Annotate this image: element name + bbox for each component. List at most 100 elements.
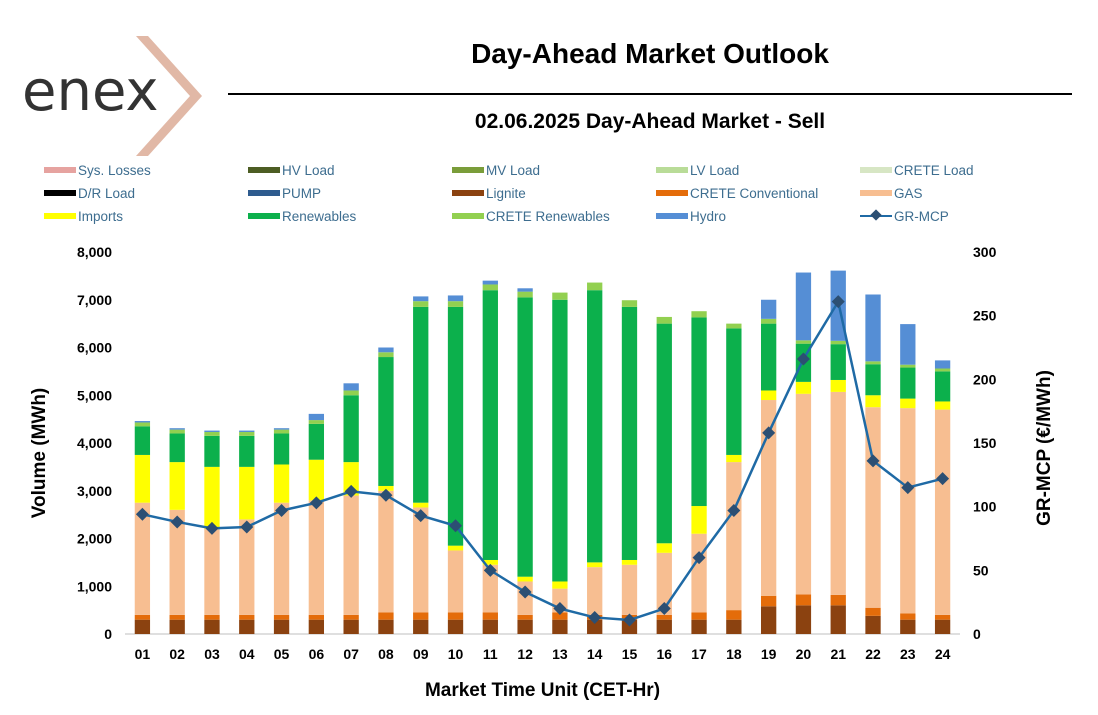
bar-hydro <box>378 347 394 353</box>
y-tick-label: 0 <box>104 626 112 642</box>
x-tick-label: 19 <box>761 646 777 662</box>
gr-mcp-point <box>275 503 289 517</box>
y2-tick-label: 200 <box>973 371 997 387</box>
bar-crete-conventional <box>795 594 812 606</box>
bar-renewables <box>517 297 533 577</box>
y2-tick-label: 100 <box>973 499 997 515</box>
bar-gas <box>169 509 185 615</box>
bar-crete-conventional <box>169 614 185 620</box>
bar-crete-renewables <box>517 291 533 298</box>
bar-renewables <box>900 367 916 399</box>
legend-item-lv-load: LV Load <box>656 160 739 180</box>
bar-crete-renewables <box>134 422 151 427</box>
bar-lignite <box>830 605 846 634</box>
bar-crete-conventional <box>552 612 568 620</box>
bar-renewables <box>552 299 568 582</box>
x-tick-label: 17 <box>691 646 707 662</box>
bar-crete-renewables <box>587 282 603 291</box>
legend-swatch <box>44 190 76 196</box>
bar-lignite <box>308 619 325 634</box>
chart-subtitle: 02.06.2025 Day-Ahead Market - Sell <box>474 110 826 133</box>
bar-renewables <box>273 433 290 465</box>
bar-lignite <box>934 619 951 634</box>
bar-crete-conventional <box>656 614 672 620</box>
bar-hydro <box>934 360 951 369</box>
bar-imports <box>343 462 359 496</box>
bar-lignite <box>795 605 812 634</box>
legend-item-d-r-load: D/R Load <box>44 183 135 203</box>
page-title: Day-Ahead Market Outlook <box>471 38 829 69</box>
legend-item-gas: GAS <box>860 183 923 203</box>
bar-crete-renewables <box>273 429 290 434</box>
y-tick-label: 1,000 <box>77 578 112 594</box>
bar-crete-renewables <box>239 432 255 436</box>
bar-gas <box>308 500 325 615</box>
bar-hydro <box>343 383 359 391</box>
gr-mcp-point <box>831 295 845 309</box>
legend-item-lignite: Lignite <box>452 183 526 203</box>
logo-text: enex <box>22 59 159 124</box>
logo-chevron-mark <box>136 36 202 156</box>
gr-mcp-point <box>553 602 567 616</box>
bar-imports <box>552 581 568 589</box>
legend-swatch <box>656 190 688 196</box>
bar-crete-renewables <box>900 364 916 368</box>
y2-tick-label: 300 <box>973 244 997 260</box>
bar-gas <box>726 462 742 611</box>
legend-label: Renewables <box>282 208 357 224</box>
legend-label: Lignite <box>486 185 526 201</box>
gr-mcp-point <box>936 472 950 486</box>
bar-gas <box>204 528 220 615</box>
bar-imports <box>760 390 777 401</box>
gr-mcp-point <box>449 519 463 533</box>
gr-mcp-point <box>170 515 184 529</box>
y2-tick-label: 250 <box>973 308 997 324</box>
legend-label: Hydro <box>690 208 727 224</box>
legend-label: Sys. Losses <box>78 162 151 178</box>
bar-lignite <box>378 619 394 634</box>
bar-imports <box>726 454 742 463</box>
bar-hydro <box>204 430 220 433</box>
gr-mcp-point <box>518 585 532 599</box>
bar-lignite <box>691 619 707 634</box>
bar-gas <box>795 393 812 595</box>
bar-crete-renewables <box>865 361 881 365</box>
y-tick-label: 7,000 <box>77 292 112 308</box>
legend-label: HV Load <box>282 162 335 178</box>
bar-crete-conventional <box>691 612 707 620</box>
bar-lignite <box>621 619 638 634</box>
y2-tick-label: 150 <box>973 435 997 451</box>
legend-item-hv-load: HV Load <box>248 160 335 180</box>
y-axis-title: Volume (MWh) <box>29 388 50 519</box>
legend-label: CRETE Renewables <box>486 208 610 224</box>
gr-mcp-point <box>135 507 149 521</box>
bar-renewables <box>830 344 846 380</box>
legend-swatch <box>248 213 280 219</box>
bar-gas <box>621 564 638 615</box>
bar-hydro <box>239 430 255 433</box>
bar-lignite <box>343 619 359 634</box>
bar-crete-conventional <box>273 614 290 620</box>
bar-renewables <box>587 290 603 563</box>
bar-renewables <box>447 306 464 546</box>
gr-mcp-point <box>622 613 636 627</box>
x-tick-label: 08 <box>378 646 394 662</box>
bar-hydro <box>134 421 151 423</box>
legend-swatch <box>44 167 76 173</box>
gr-mcp-point <box>657 602 671 616</box>
x-tick-label: 15 <box>622 646 638 662</box>
bar-crete-conventional <box>726 610 742 620</box>
x-tick-label: 13 <box>552 646 568 662</box>
bar-crete-renewables <box>621 300 638 307</box>
legend-item-crete-conventional: CRETE Conventional <box>656 183 818 203</box>
enex-logo: enex <box>22 36 202 156</box>
bar-imports <box>865 395 881 408</box>
x-tick-label: 24 <box>935 646 951 662</box>
bar-lignite <box>517 619 533 634</box>
bar-gas <box>760 400 777 596</box>
bar-lignite <box>273 619 290 634</box>
bar-renewables <box>621 306 638 560</box>
gr-mcp-point <box>692 551 706 565</box>
legend-label: GAS <box>894 185 923 201</box>
gr-mcp-point <box>901 481 915 495</box>
